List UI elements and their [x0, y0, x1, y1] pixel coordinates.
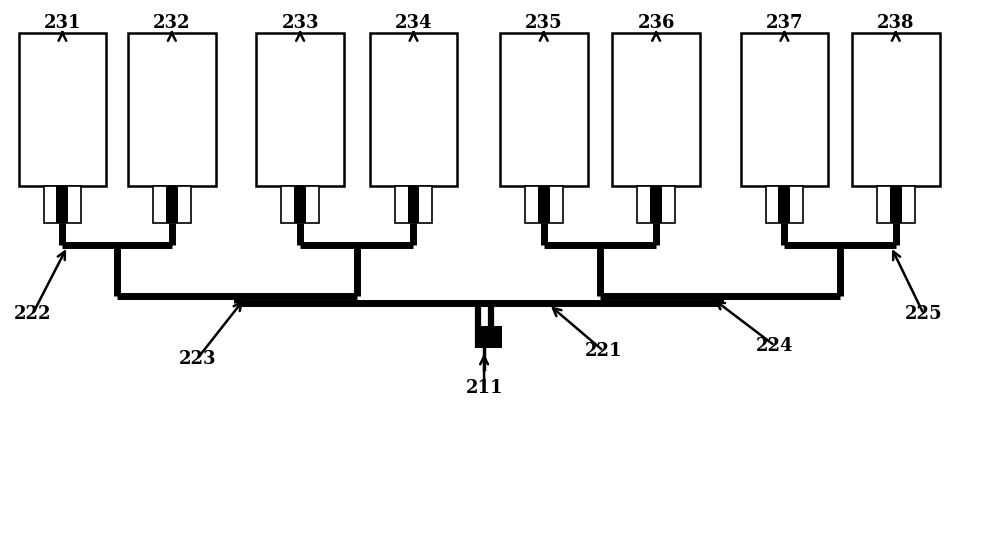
Bar — [637, 186, 675, 223]
Bar — [852, 33, 940, 186]
Bar — [778, 186, 790, 223]
Bar — [525, 186, 563, 223]
Bar — [766, 186, 803, 223]
Bar — [44, 186, 81, 223]
Bar — [153, 186, 191, 223]
Bar — [890, 186, 902, 223]
Bar — [877, 186, 915, 223]
Text: 233: 233 — [281, 14, 319, 33]
Text: 211: 211 — [465, 379, 503, 397]
Text: 222: 222 — [14, 305, 51, 323]
Bar — [281, 186, 319, 223]
Bar — [500, 33, 588, 186]
Bar — [479, 326, 502, 348]
Text: 221: 221 — [585, 342, 622, 360]
Bar — [650, 186, 662, 223]
Text: 236: 236 — [637, 14, 675, 33]
Text: 223: 223 — [178, 350, 216, 368]
Bar — [294, 186, 306, 223]
Text: 235: 235 — [525, 14, 563, 33]
Bar — [715, 297, 738, 298]
Text: 231: 231 — [44, 14, 81, 33]
Text: 232: 232 — [153, 14, 191, 33]
Bar — [408, 186, 419, 223]
Text: 225: 225 — [905, 305, 942, 323]
Text: 237: 237 — [766, 14, 803, 33]
Bar — [166, 186, 178, 223]
Bar — [56, 186, 68, 223]
Text: 224: 224 — [756, 337, 793, 354]
Text: 238: 238 — [877, 14, 915, 33]
Bar — [370, 33, 457, 186]
Bar — [741, 33, 828, 186]
Bar — [19, 33, 106, 186]
Bar — [538, 186, 550, 223]
Bar — [612, 33, 700, 186]
Bar — [232, 297, 255, 298]
Bar — [128, 33, 216, 186]
Text: 234: 234 — [395, 14, 432, 33]
Bar — [256, 33, 344, 186]
Bar — [395, 186, 432, 223]
